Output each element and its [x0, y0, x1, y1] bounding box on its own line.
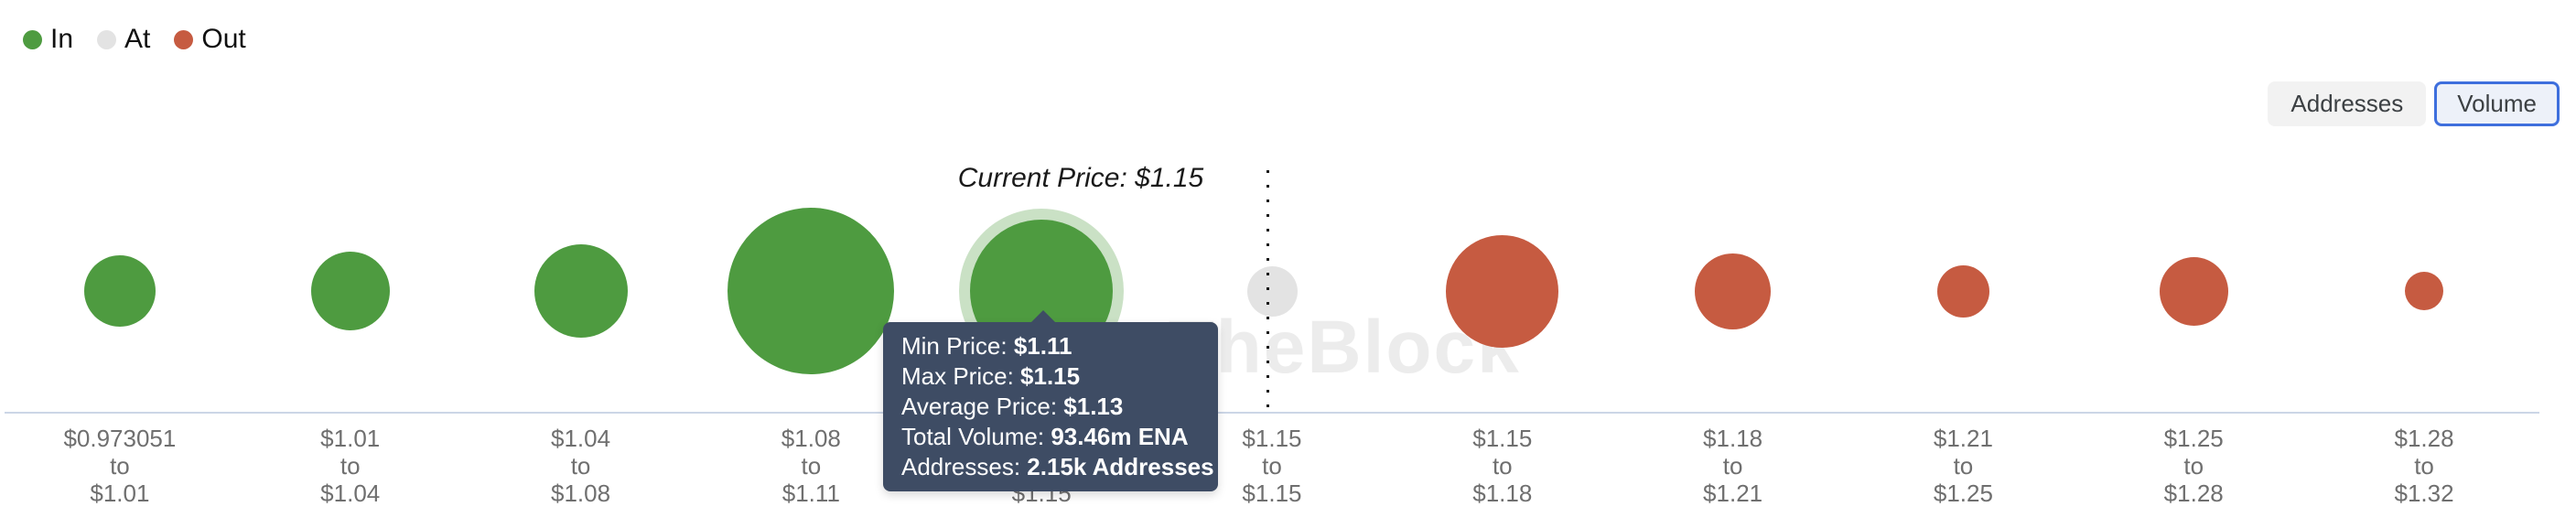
range-min: $1.21	[1933, 425, 1993, 452]
x-axis-label: $1.08 to $1.11	[695, 425, 926, 507]
x-axis-label: $1.18 to $1.21	[1618, 425, 1848, 507]
legend-item-in[interactable]: In	[23, 24, 73, 55]
current-price-label: Current Price: $1.15	[957, 163, 1204, 193]
legend-item-at[interactable]: At	[97, 24, 150, 55]
tooltip-row-label: Addresses:	[901, 453, 1028, 480]
tooltip-row-label: Min Price:	[901, 332, 1014, 360]
tooltip-row-label: Average Price:	[901, 393, 1064, 420]
x-axis-line	[5, 412, 2539, 414]
tooltip-row: Addresses: 2.15k Addresses	[901, 452, 1214, 482]
range-separator: to	[2414, 452, 2434, 480]
range-max: $1.21	[1703, 480, 1763, 507]
x-axis-label: $0.973051 to $1.01	[5, 425, 235, 507]
range-max: $1.01	[90, 480, 150, 507]
x-axis-labels: $0.973051 to $1.01 $1.01 to $1.04 $1.04 to $1.08…	[5, 425, 2539, 507]
range-separator: to	[1953, 452, 1974, 480]
tooltip-row-value: $1.13	[1063, 393, 1124, 420]
range-min: $1.08	[781, 425, 841, 452]
bubble-out-$1.18-to-$1.21[interactable]	[1695, 253, 1772, 329]
bubble-at-$1.15-to-$1.15[interactable]	[1246, 265, 1298, 317]
range-separator: to	[801, 452, 822, 480]
bubble-in-$1.08-to-$1.11[interactable]	[728, 208, 895, 374]
hover-tooltip: Min Price: $1.11 Max Price: $1.15 Average …	[883, 310, 1218, 491]
range-separator: to	[340, 452, 361, 480]
range-max: $1.15	[1242, 480, 1302, 507]
tooltip-row: Max Price: $1.15	[901, 361, 1200, 392]
range-max: $1.25	[1933, 480, 1993, 507]
range-max: $1.32	[2394, 480, 2454, 507]
range-min: $1.01	[320, 425, 381, 452]
tooltip-row-value: 93.46m ENA	[1051, 423, 1189, 450]
range-separator: to	[110, 452, 130, 480]
tooltip-row-value: $1.15	[1020, 362, 1081, 390]
bubble-out-$1.15-to-$1.18[interactable]	[1446, 234, 1559, 348]
view-toggle-group: Addresses Volume	[2268, 81, 2560, 126]
range-min: $1.28	[2394, 425, 2454, 452]
bubble-in-$1.04-to-$1.08[interactable]	[534, 244, 628, 338]
bubble-in-$0.973051-to-$1.01[interactable]	[83, 255, 156, 327]
range-max: $1.18	[1472, 480, 1533, 507]
range-separator: to	[1262, 452, 1282, 480]
legend-label: Out	[201, 24, 246, 54]
range-min: $1.04	[550, 425, 611, 452]
tooltip-row-label: Max Price:	[901, 362, 1021, 390]
legend-item-out[interactable]: Out	[174, 24, 246, 55]
range-separator: to	[570, 452, 591, 480]
bubble-out-$1.25-to-$1.28[interactable]	[2159, 256, 2228, 326]
legend: In At Out	[23, 24, 246, 55]
legend-dot-out-icon	[174, 29, 194, 49]
addresses-toggle-button[interactable]: Addresses	[2268, 81, 2427, 126]
range-min: $1.18	[1703, 425, 1763, 452]
x-axis-label: $1.15 to $1.18	[1387, 425, 1618, 507]
tooltip-row: Average Price: $1.13	[901, 392, 1200, 422]
x-axis-label: $1.28 to $1.32	[2309, 425, 2539, 507]
range-separator: to	[1722, 452, 1743, 480]
range-max: $1.04	[320, 480, 381, 507]
x-axis-label: $1.01 to $1.04	[235, 425, 466, 507]
range-separator: to	[1492, 452, 1513, 480]
volume-toggle-button[interactable]: Volume	[2434, 81, 2560, 126]
range-separator: to	[2183, 452, 2204, 480]
range-max: $1.08	[550, 480, 611, 507]
tooltip-row: Min Price: $1.11	[901, 331, 1200, 361]
current-price-dotted-line	[1266, 170, 1269, 412]
tooltip-row-value: $1.11	[1013, 332, 1072, 360]
legend-dot-at-icon	[97, 29, 117, 49]
range-min: $1.15	[1472, 425, 1533, 452]
x-axis-label: $1.25 to $1.28	[2078, 425, 2309, 507]
bubble-out-$1.21-to-$1.25[interactable]	[1936, 264, 1989, 318]
legend-label: At	[124, 24, 151, 54]
range-min: $1.25	[2163, 425, 2224, 452]
legend-dot-in-icon	[23, 29, 42, 49]
bubble-in-$1.01-to-$1.04[interactable]	[310, 252, 390, 330]
range-min: $1.15	[1242, 425, 1302, 452]
x-axis-label: $1.15 to $1.15	[1157, 425, 1387, 507]
range-max: $1.11	[781, 480, 840, 507]
x-axis-label: $1.21 to $1.25	[1848, 425, 2079, 507]
tooltip-row-value: 2.15k Addresses	[1027, 453, 1214, 480]
bubble-out-$1.28-to-$1.32[interactable]	[2405, 272, 2444, 310]
tooltip-row-label: Total Volume:	[901, 423, 1051, 450]
range-min: $0.973051	[63, 425, 177, 452]
range-max: $1.28	[2163, 480, 2224, 507]
legend-label: In	[50, 24, 74, 54]
tooltip-row: Total Volume: 93.46m ENA	[901, 422, 1200, 452]
x-axis-label: $1.04 to $1.08	[466, 425, 696, 507]
